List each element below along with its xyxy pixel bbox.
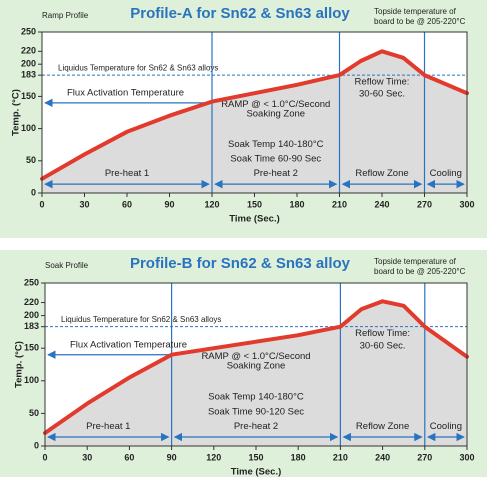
y-tick-label: 50 <box>26 155 36 165</box>
y-tick-label: 100 <box>24 375 39 385</box>
y-axis-label: Temp. (°C) <box>14 341 25 388</box>
y-tick-label: 50 <box>29 408 39 418</box>
zone-label: Pre-heat 1 <box>86 421 130 432</box>
line <box>40 49 469 181</box>
chart-title: Profile-A for Sn62 & Sn63 alloy <box>130 5 350 22</box>
x-tick-label: 270 <box>417 452 432 462</box>
x-axis-label: Time (Sec.) <box>231 467 282 477</box>
x-tick-label: 300 <box>459 199 474 209</box>
y-tick-label: 100 <box>21 123 36 133</box>
area <box>42 51 467 193</box>
note: board to be @ 205-220°C <box>374 267 466 276</box>
x-axis-label: Time (Sec.) <box>229 214 280 225</box>
y-tick-label: 183 <box>24 321 39 331</box>
soak-time: Soak Time 60-90 Sec <box>230 154 321 165</box>
y-tick-label: 250 <box>21 26 36 36</box>
chart-title: Profile-B for Sn62 & Sn63 alloy <box>130 255 351 272</box>
x-tick-label: 150 <box>247 199 262 209</box>
soak-zone-label: Soaking Zone <box>246 109 305 120</box>
x-tick-label: 60 <box>122 199 132 209</box>
x-tick-label: 120 <box>206 452 221 462</box>
flux-label: Flux Activation Temperature <box>70 339 187 350</box>
y-tick-label: 0 <box>31 187 36 197</box>
ramp-label: RAMP @ < 1.0°C/Second <box>221 99 330 110</box>
y-tick-label: 0 <box>34 440 39 450</box>
area <box>45 301 467 446</box>
x-tick-label: 120 <box>204 199 219 209</box>
ramp-label: RAMP @ < 1.0°C/Second <box>201 351 310 362</box>
x-tick-label: 60 <box>124 452 134 462</box>
y-axis-label: Temp. (°C) <box>11 89 22 136</box>
note: board to be @ 205-220°C <box>374 17 466 26</box>
x-tick-label: 240 <box>374 199 389 209</box>
reflow-time: Reflow Time: <box>355 76 410 87</box>
y-tick-label: 220 <box>21 46 36 56</box>
y-tick-label: 200 <box>24 310 39 320</box>
zone-label: Pre-heat 2 <box>254 168 298 179</box>
soak-temp: Soak Temp 140-180°C <box>228 139 324 150</box>
y-tick-label: 150 <box>24 343 39 353</box>
y-tick-label: 200 <box>21 59 36 69</box>
x-tick-label: 30 <box>82 452 92 462</box>
x-tick-label: 180 <box>291 452 306 462</box>
soak-temp: Soak Temp 140-180°C <box>208 392 304 403</box>
subtitle: Soak Profile <box>45 261 89 270</box>
x-tick-label: 180 <box>289 199 304 209</box>
zone-label: Cooling <box>430 168 462 179</box>
x-tick-label: 0 <box>39 199 44 209</box>
reflow-time: 30-60 Sec. <box>359 89 405 100</box>
subtitle: Ramp Profile <box>42 11 89 20</box>
x-tick-label: 210 <box>332 199 347 209</box>
x-tick-label: 90 <box>167 452 177 462</box>
x-tick-label: 90 <box>164 199 174 209</box>
liquidus-label: Liquidus Temperature for Sn62 & Sn63 all… <box>61 315 221 324</box>
x-tick-label: 240 <box>375 452 390 462</box>
x-tick-label: 150 <box>248 452 263 462</box>
x-tick-label: 0 <box>42 452 47 462</box>
soak-zone-label: Soaking Zone <box>227 361 286 372</box>
x-tick-label: 300 <box>459 452 474 462</box>
y-tick-label: 150 <box>21 91 36 101</box>
x-tick-label: 270 <box>417 199 432 209</box>
soak-time: Soak Time 90-120 Sec <box>208 406 304 417</box>
x-tick-label: 210 <box>333 452 348 462</box>
note: Topside temperature of <box>374 7 457 16</box>
zone-label: Reflow Zone <box>355 168 408 179</box>
y-tick-label: 250 <box>24 277 39 287</box>
y-tick-label: 183 <box>21 70 36 80</box>
note: Topside temperature of <box>374 257 457 266</box>
line <box>43 299 469 435</box>
zone-label: Pre-heat 1 <box>105 168 149 179</box>
reflow-time: Reflow Time: <box>355 328 410 339</box>
zone-label: Cooling <box>430 421 462 432</box>
zone-label: Reflow Zone <box>356 421 409 432</box>
reflow-time: 30-60 Sec. <box>360 340 406 351</box>
x-tick-label: 30 <box>79 199 89 209</box>
y-tick-label: 220 <box>24 297 39 307</box>
zone-label: Pre-heat 2 <box>234 421 278 432</box>
liquidus-label: Liquidus Temperature for Sn62 & Sn63 all… <box>58 63 218 72</box>
flux-label: Flux Activation Temperature <box>67 88 184 99</box>
